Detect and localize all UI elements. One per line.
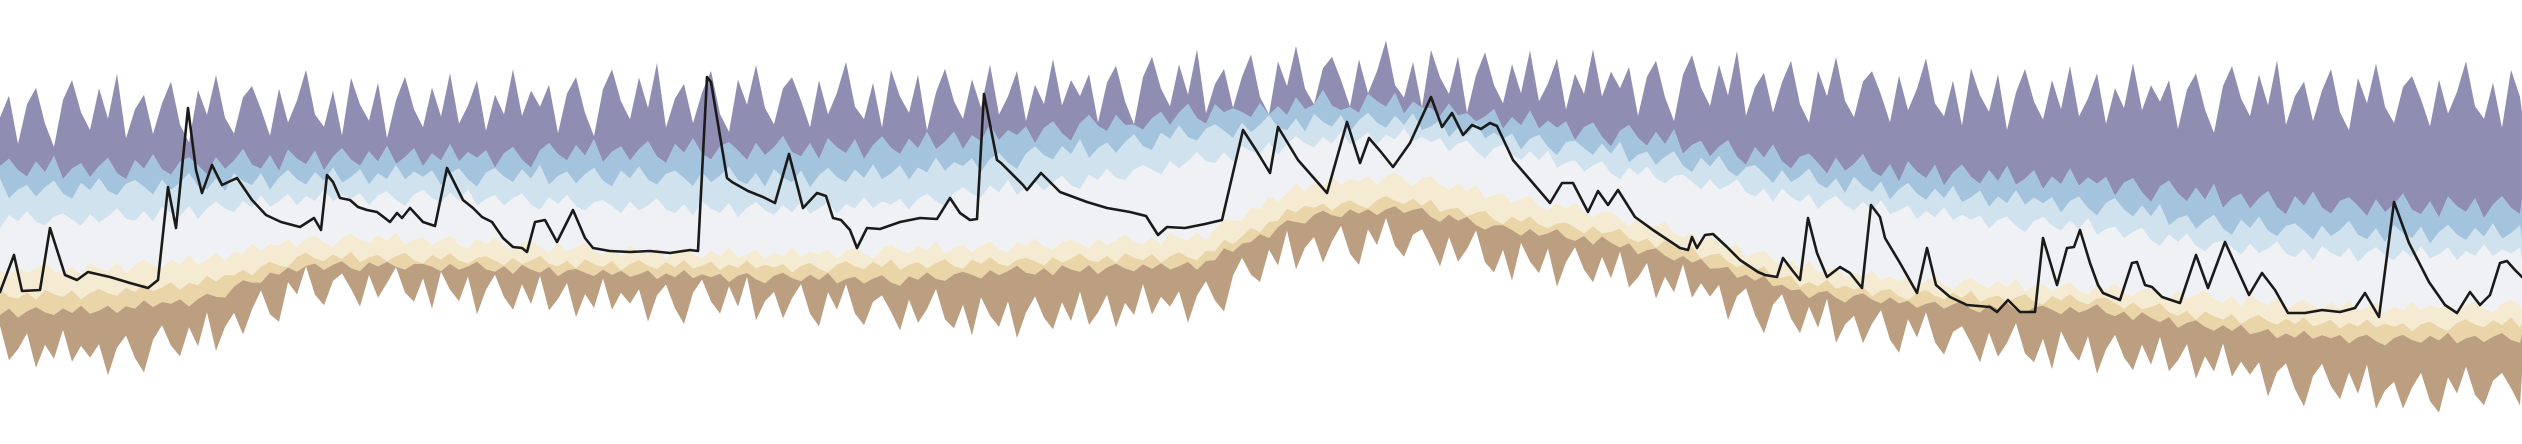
band-area-central-band [0,128,2522,313]
band-area-inner-upper-band [0,112,2522,263]
band-area-outer-upper-band [0,40,2522,219]
band-area-outer-lower-band [0,206,2522,413]
band-area-lower-band [0,196,2522,346]
observed-line [0,75,2522,319]
band-area-inner-lower-band [0,171,2522,332]
band-area-upper-band [0,90,2522,244]
